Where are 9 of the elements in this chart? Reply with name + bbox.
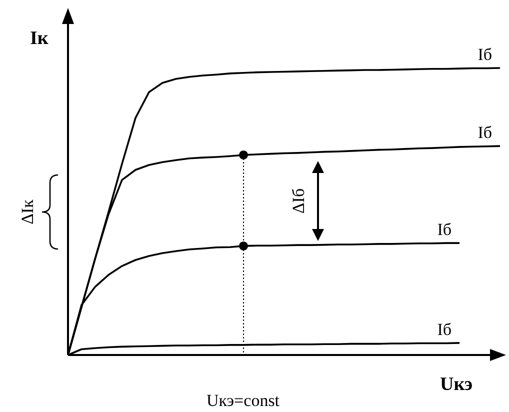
series-label: Iб (437, 220, 452, 240)
series-label: Iб (478, 123, 492, 142)
series-label: Iб (437, 320, 452, 339)
annotation: ΔIб (289, 188, 308, 214)
series-label: Iб (478, 45, 492, 64)
text: ΔIк (18, 198, 37, 224)
x-axis-title: Uкэ (440, 374, 473, 395)
text: Uкэ=const (206, 391, 280, 410)
y-axis-title: Iк (30, 28, 48, 49)
